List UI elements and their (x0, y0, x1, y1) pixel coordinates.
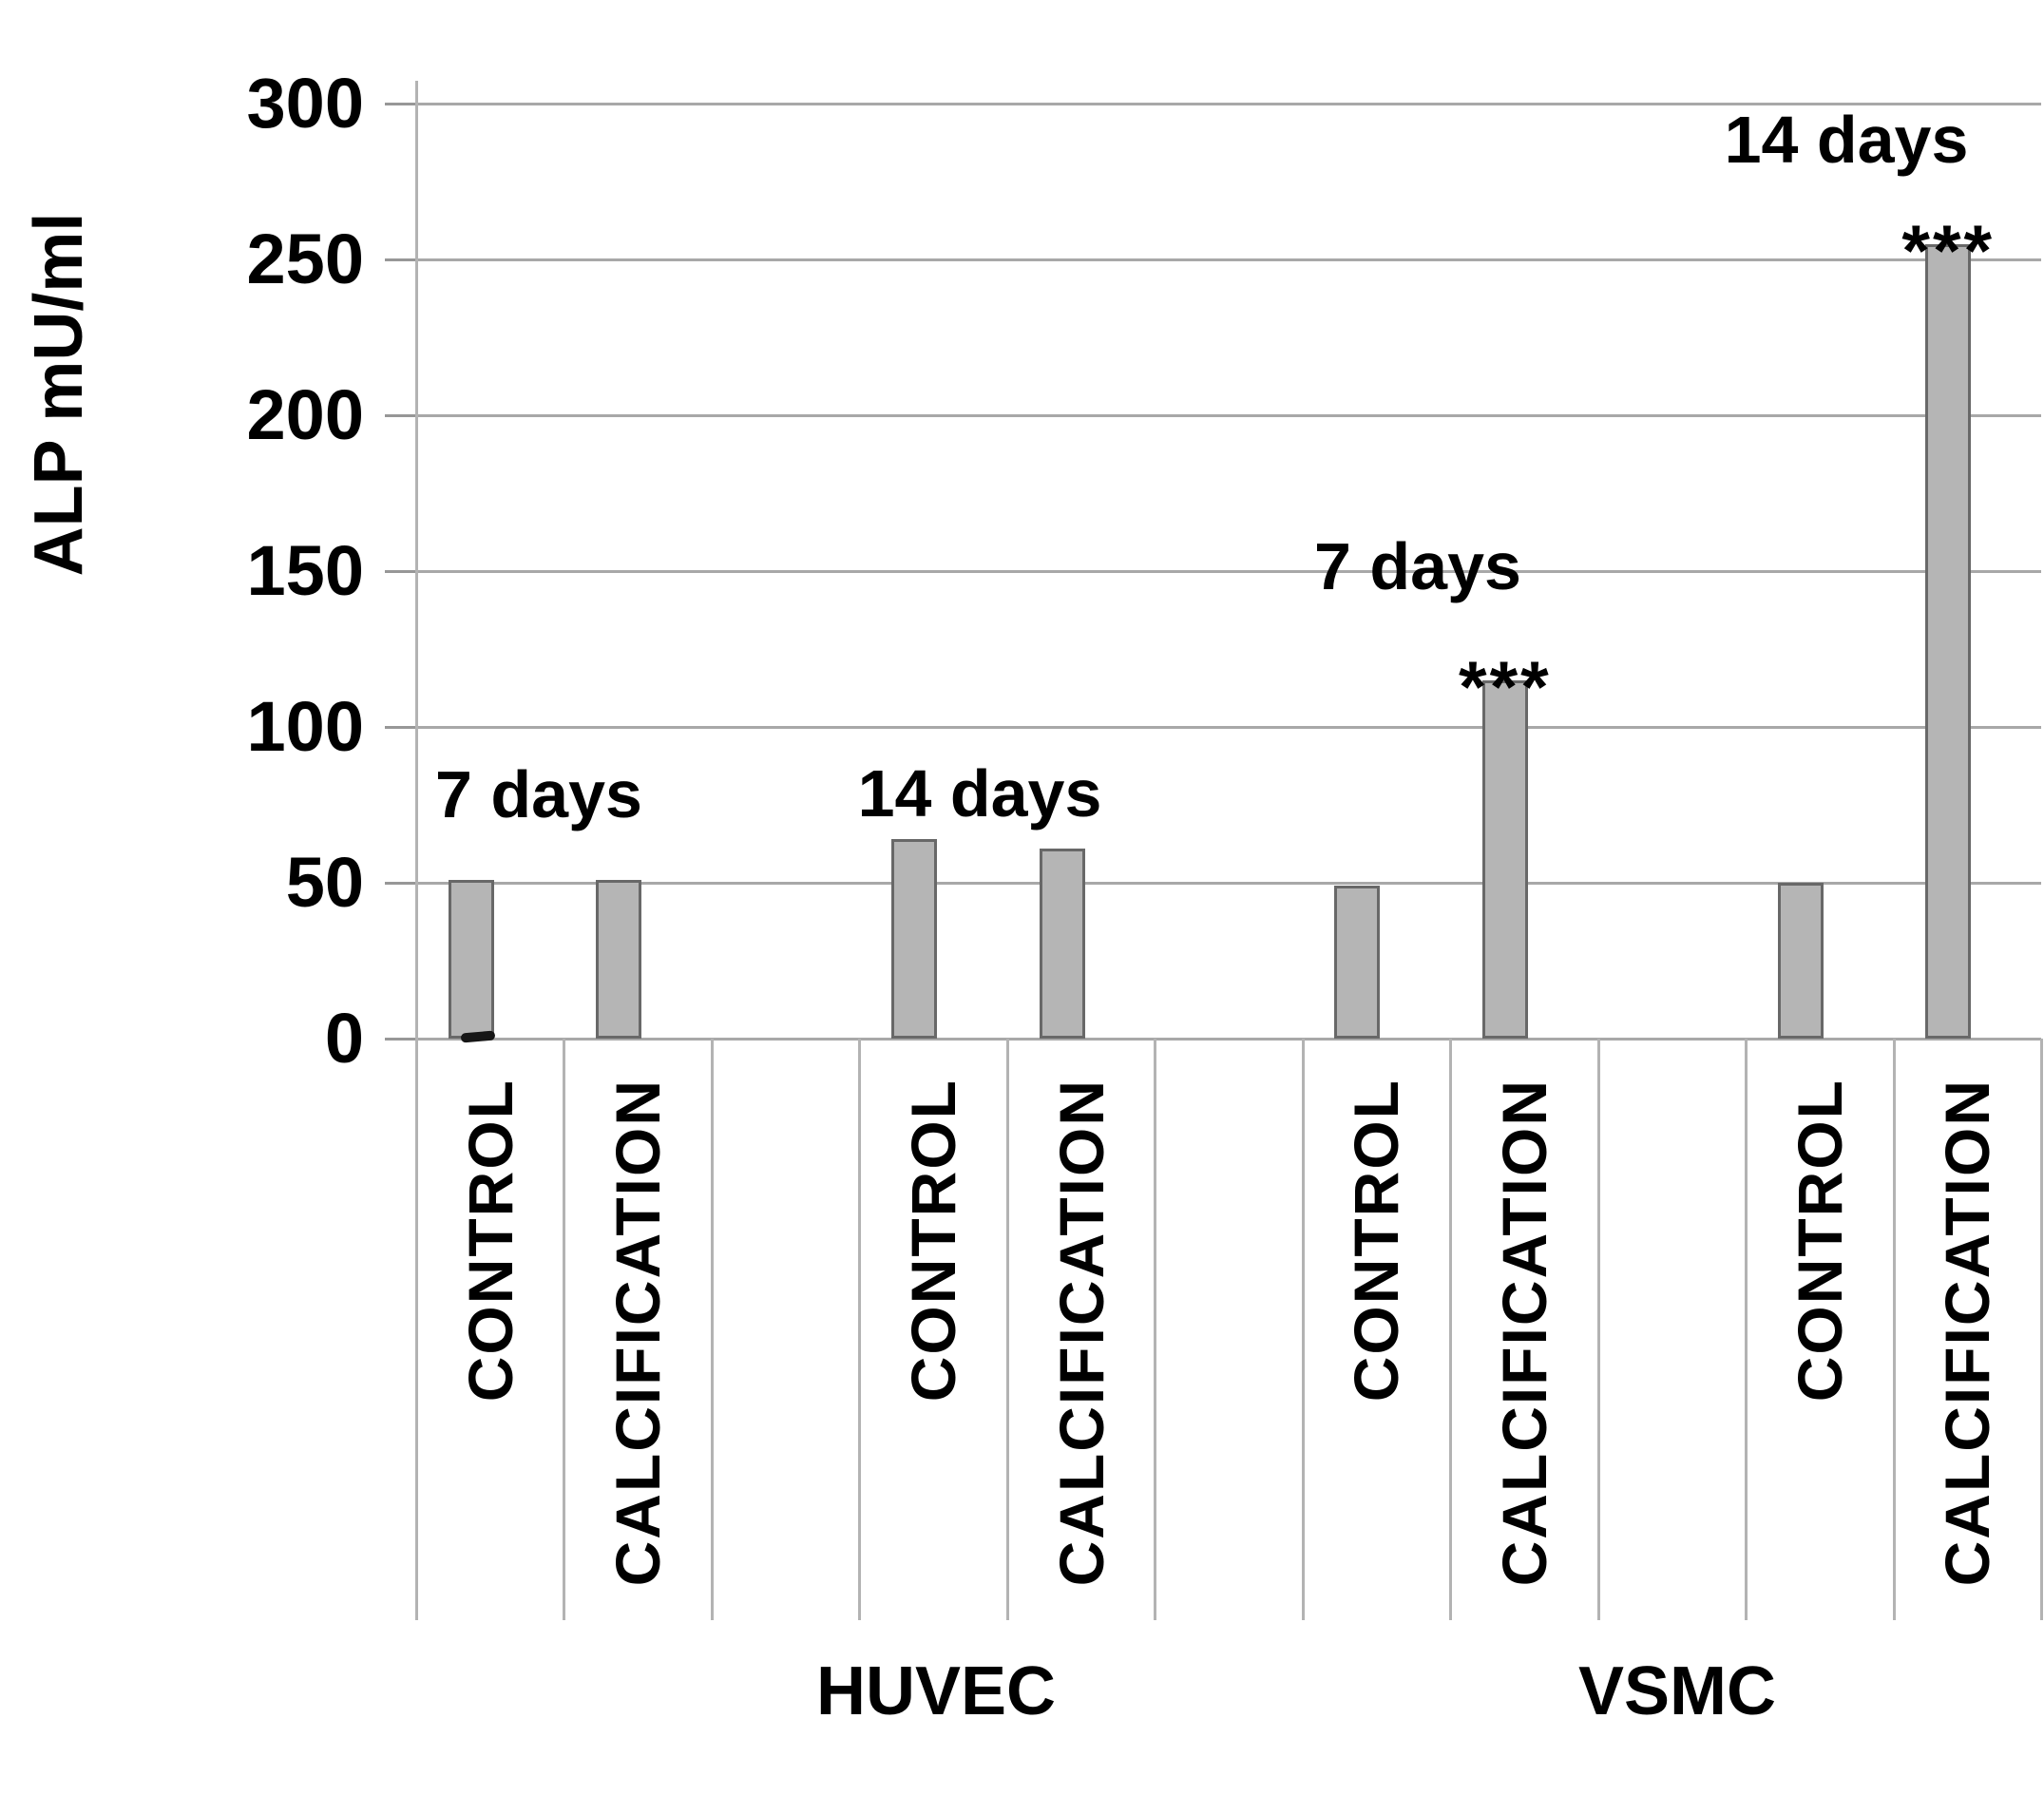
gridline-300 (416, 103, 2041, 105)
column-divider (1892, 1039, 1896, 1620)
gridline-200 (416, 414, 2041, 417)
y-axis-line (415, 81, 418, 1620)
column-divider (1449, 1039, 1453, 1620)
time-annotation: 14 days (857, 756, 1102, 831)
bar-category-label: CALCIFICATION (1488, 1079, 1559, 1587)
bar-huvec-14days-control (891, 839, 938, 1039)
time-annotation: 14 days (1724, 103, 1969, 177)
column-divider (710, 1039, 714, 1620)
gridline-0 (416, 1038, 2041, 1041)
y-tick-label-0: 0 (324, 999, 364, 1078)
bar-category-label: CONTROL (454, 1079, 525, 1403)
significance-stars: *** (1459, 646, 1552, 728)
ink-smudge-artifact (460, 1030, 496, 1043)
bar-category-label: CONTROL (898, 1079, 969, 1403)
column-divider (563, 1039, 566, 1620)
y-tick-mark-0 (385, 1038, 416, 1041)
column-divider (1154, 1039, 1157, 1620)
y-tick-mark-250 (385, 258, 416, 261)
group-label-vsmc: VSMC (1577, 1653, 1777, 1729)
gridline-50 (416, 882, 2041, 885)
bar-vsmc-14days-control (1777, 883, 1824, 1039)
time-annotation: 7 days (1314, 529, 1521, 603)
y-tick-mark-200 (385, 414, 416, 417)
time-annotation: 7 days (435, 757, 642, 831)
bar-category-label: CALCIFICATION (602, 1079, 674, 1587)
bar-category-label: CALCIFICATION (1932, 1079, 2003, 1587)
y-tick-label-250: 250 (246, 220, 364, 298)
gridline-250 (416, 258, 2041, 261)
column-divider (1596, 1039, 1600, 1620)
column-divider (2040, 1039, 2043, 1620)
column-divider (1745, 1039, 1748, 1620)
gridline-150 (416, 570, 2041, 573)
column-divider (858, 1039, 862, 1620)
gridline-100 (416, 726, 2041, 729)
bar-huvec-14days-calcification (1039, 848, 1085, 1039)
bar-category-label: CONTROL (1341, 1079, 1412, 1403)
y-tick-mark-300 (385, 103, 416, 105)
bar-category-label: CALCIFICATION (1045, 1079, 1117, 1587)
y-tick-mark-100 (385, 726, 416, 729)
y-tick-label-200: 200 (246, 375, 364, 454)
y-tick-label-50: 50 (285, 843, 364, 922)
significance-stars: *** (1901, 210, 1996, 292)
y-tick-mark-50 (385, 882, 416, 885)
bar-vsmc-7days-calcification (1481, 679, 1528, 1039)
bar-category-label: CONTROL (1784, 1079, 1855, 1403)
column-divider (1301, 1039, 1305, 1620)
y-tick-mark-150 (385, 570, 416, 573)
y-tick-label-150: 150 (246, 531, 364, 610)
group-label-huvec: HUVEC (815, 1653, 1057, 1729)
y-tick-label-100: 100 (246, 687, 364, 766)
bar-vsmc-7days-control (1334, 886, 1381, 1039)
y-tick-label-300: 300 (246, 64, 364, 143)
column-divider (1005, 1039, 1009, 1620)
bar-vsmc-14days-calcification (1925, 243, 1972, 1039)
bar-huvec-7days-calcification (596, 879, 642, 1039)
